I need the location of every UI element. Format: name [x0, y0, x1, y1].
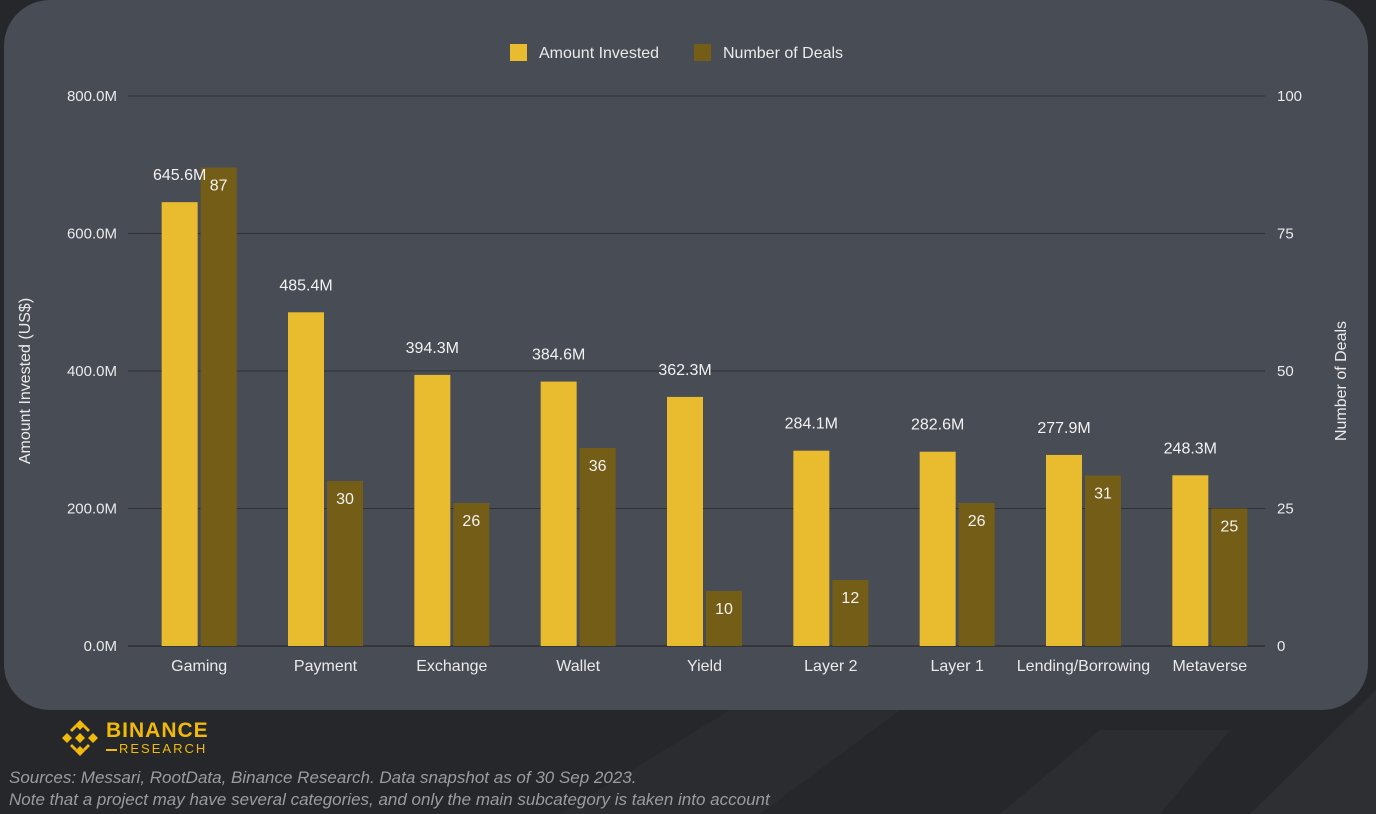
data-label-deals: 30 — [336, 491, 354, 508]
legend: Amount Invested Number of Deals — [510, 44, 843, 62]
y-tick-left-label: 400.0M — [67, 363, 117, 380]
legend-swatch-deals — [694, 44, 711, 61]
binance-research-logo: BINANCE RESEARCH — [60, 718, 220, 758]
brand-name: BINANCE — [106, 719, 209, 742]
y-tick-left-label: 0.0M — [84, 638, 117, 655]
y-axis-left-title: Amount Invested (US$) — [17, 298, 34, 464]
data-label-deals: 12 — [841, 590, 859, 607]
bar-amount-invested — [540, 381, 577, 646]
y-tick-left-label: 800.0M — [67, 88, 117, 105]
y-axis-right-ticks: 0 25 50 75 100 — [1277, 88, 1302, 655]
y-axis-left-ticks: 0.0M 200.0M 400.0M 600.0M 800.0M — [67, 88, 117, 655]
x-tick-label: Exchange — [416, 658, 487, 675]
data-label-amount: 248.3M — [1164, 440, 1217, 457]
legend-label-deals: Number of Deals — [723, 45, 843, 62]
y-tick-right-label: 25 — [1277, 501, 1294, 518]
x-tick-label: Gaming — [171, 658, 227, 675]
bar-amount-invested — [1046, 454, 1082, 646]
data-label-amount: 282.6M — [911, 417, 964, 434]
bar-amount-invested — [793, 450, 830, 646]
y-tick-right-label: 50 — [1277, 363, 1294, 380]
bar-number-of-deals — [453, 503, 490, 646]
bar-amount-invested — [414, 374, 451, 646]
data-label-deals: 26 — [968, 513, 986, 530]
legend-swatch-amount — [510, 44, 527, 61]
data-label-amount: 394.3M — [406, 340, 459, 357]
data-label-amount: 284.1M — [785, 416, 838, 433]
data-label-deals: 36 — [589, 458, 607, 475]
data-label-amount: 645.6M — [153, 167, 206, 184]
bar-number-of-deals — [200, 167, 237, 646]
y-axis-right-title: Number of Deals — [1333, 321, 1350, 441]
bar-number-of-deals — [327, 481, 363, 646]
binance-diamond-icon — [62, 720, 98, 756]
bar-chart: Amount Invested Number of Deals 0.0M 200.… — [17, 44, 1350, 675]
y-tick-right-label: 0 — [1277, 638, 1285, 655]
brand-subtitle: RESEARCH — [106, 741, 207, 756]
x-tick-label: Lending/Borrowing — [1017, 658, 1150, 675]
bar-amount-invested — [667, 396, 703, 646]
data-label-deals: 26 — [462, 513, 480, 530]
bar-number-of-deals — [706, 591, 742, 646]
bar-amount-invested — [161, 202, 198, 646]
y-tick-right-label: 75 — [1277, 226, 1294, 243]
y-tick-right-label: 100 — [1277, 88, 1302, 105]
data-label-amount: 485.4M — [279, 277, 332, 294]
x-tick-label: Payment — [294, 658, 358, 675]
bar-number-of-deals — [1211, 508, 1248, 646]
bar-amount-invested — [919, 451, 956, 646]
data-label-amount: 362.3M — [658, 362, 711, 379]
y-tick-left-label: 200.0M — [67, 501, 117, 518]
footnote-note: Note that a project may have several cat… — [9, 790, 770, 809]
legend-label-amount: Amount Invested — [539, 45, 659, 62]
x-axis-ticks: Gaming Payment Exchange Wallet Yield Layer 2 L… — [171, 658, 1247, 675]
data-label-deals: 25 — [1220, 519, 1238, 536]
x-tick-label: Yield — [687, 658, 722, 675]
data-label-deals: 31 — [1094, 486, 1112, 503]
bar-amount-invested — [1172, 475, 1209, 646]
data-label-deals: 87 — [210, 178, 228, 195]
bar-amount-invested — [288, 312, 324, 646]
data-label-amount: 384.6M — [532, 347, 585, 364]
bar-number-of-deals — [832, 580, 869, 646]
data-label-deals: 10 — [715, 601, 733, 618]
bar-number-of-deals — [958, 503, 995, 646]
bar-number-of-deals — [1085, 475, 1121, 646]
y-tick-left-label: 600.0M — [67, 226, 117, 243]
x-tick-label: Layer 2 — [804, 658, 857, 675]
x-tick-label: Wallet — [556, 658, 600, 675]
data-label-amount: 277.9M — [1037, 420, 1090, 437]
bar-number-of-deals — [579, 448, 616, 646]
footnote-sources: Sources: Messari, RootData, Binance Rese… — [9, 768, 637, 787]
x-tick-label: Metaverse — [1172, 658, 1247, 675]
x-tick-label: Layer 1 — [930, 658, 983, 675]
